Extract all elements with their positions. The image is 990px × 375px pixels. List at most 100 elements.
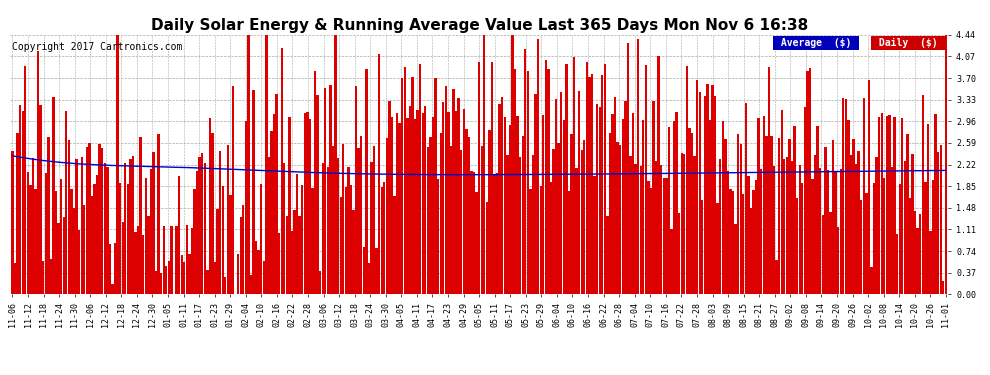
Bar [227,146,229,294]
Bar [611,114,614,294]
Bar [104,163,106,294]
Bar [899,184,901,294]
Bar [580,150,583,294]
Bar [632,113,635,294]
Bar [414,119,416,294]
Bar [765,136,767,294]
Bar [475,192,478,294]
Bar [283,163,285,294]
Bar [60,179,62,294]
Bar [837,227,840,294]
Bar [148,216,149,294]
Bar [473,172,475,294]
Bar [686,66,688,294]
Bar [243,206,245,294]
Bar [296,174,298,294]
Bar [237,254,240,294]
Bar [540,186,542,294]
Bar [262,261,265,294]
Bar [196,171,198,294]
Bar [527,71,529,294]
Bar [70,189,72,294]
Bar [254,241,257,294]
Bar [175,226,178,294]
Bar [549,182,552,294]
Bar [783,159,785,294]
Bar [252,90,254,294]
Bar [891,166,893,294]
Bar [424,106,427,294]
Bar [673,121,675,294]
Bar [465,129,467,294]
Bar [117,35,119,294]
Bar [275,94,278,294]
Bar [706,84,709,294]
Bar [532,155,535,294]
Bar [430,137,432,294]
Bar [75,159,78,294]
Bar [835,171,837,294]
Bar [727,171,729,294]
Bar [817,126,819,294]
Bar [343,144,345,294]
Bar [749,207,752,294]
Bar [855,164,857,294]
Bar [927,124,929,294]
Bar [42,261,45,294]
Bar [583,140,585,294]
Bar [219,152,222,294]
Bar [901,117,904,294]
Bar [647,181,649,294]
Bar [588,77,591,294]
Bar [509,125,511,294]
Bar [480,146,483,294]
Bar [11,151,14,294]
Bar [514,69,516,294]
Bar [537,39,540,294]
Bar [217,209,219,294]
Bar [809,68,811,294]
Bar [330,86,332,294]
Bar [22,111,24,294]
Bar [917,228,919,294]
Bar [770,136,772,294]
Bar [619,145,622,294]
Bar [445,86,447,294]
Bar [378,54,380,294]
Bar [662,178,665,294]
Bar [19,105,22,294]
Bar [162,226,165,294]
Bar [391,117,393,294]
Bar [912,154,914,294]
Bar [454,111,457,294]
Bar [288,117,291,294]
Bar [544,60,547,294]
Bar [844,99,847,294]
Bar [140,137,142,294]
Bar [575,168,578,294]
Bar [160,273,162,294]
Bar [48,137,50,294]
Bar [360,136,362,294]
Bar [722,121,724,294]
Bar [240,217,242,294]
Bar [888,115,891,294]
Bar [486,202,488,294]
Bar [206,270,209,294]
Bar [306,112,309,294]
Bar [35,189,37,294]
Bar [493,175,496,294]
Bar [375,248,378,294]
Bar [819,168,822,294]
Bar [154,272,157,294]
Bar [27,172,29,294]
Bar [78,230,80,294]
Bar [814,155,817,294]
Bar [760,169,762,294]
Bar [762,116,765,294]
Bar [180,255,183,294]
Bar [345,188,347,294]
Bar [860,200,862,294]
Bar [142,235,145,294]
Bar [245,121,247,294]
